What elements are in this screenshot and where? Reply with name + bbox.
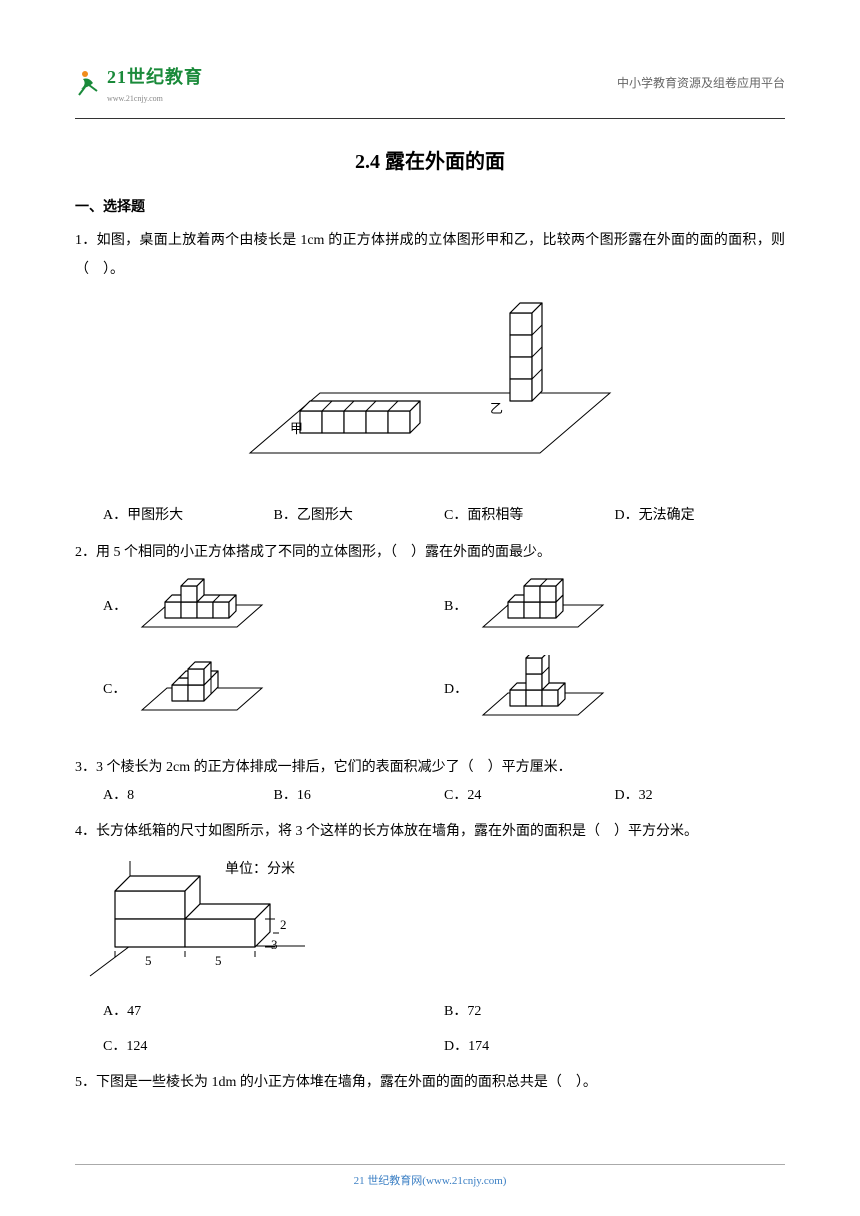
q1-figure: 甲 乙 bbox=[75, 293, 785, 494]
q5-text: 5．下图是一些棱长为 1dm 的小正方体堆在墙角，露在外面的面的面积总共是（ ）… bbox=[75, 1068, 785, 1097]
runner-icon bbox=[75, 69, 103, 97]
q1-opt-b: B．乙图形大 bbox=[274, 503, 445, 530]
q4-figure: 单位：分米 5 5 2 3 bbox=[75, 851, 785, 992]
logo-text: 21世纪教育 bbox=[107, 67, 203, 87]
q3-options: A．8 B．16 C．24 D．32 bbox=[75, 783, 785, 810]
q1-label-b: 乙 bbox=[490, 401, 503, 416]
q1-opt-d: D．无法确定 bbox=[615, 503, 786, 530]
q4-opt-b: B．72 bbox=[444, 999, 785, 1026]
header-divider bbox=[75, 118, 785, 119]
svg-text:5: 5 bbox=[215, 953, 222, 968]
logo-url: www.21cnjy.com bbox=[107, 91, 203, 106]
q1-label-a: 甲 bbox=[290, 421, 303, 436]
q2-fig-a bbox=[137, 577, 267, 637]
q1-opt-c: C．面积相等 bbox=[444, 503, 615, 530]
q4-opt-c: C．124 bbox=[103, 1034, 444, 1061]
q3-opt-d: D．32 bbox=[615, 783, 786, 810]
q2-fig-b bbox=[478, 577, 608, 637]
footer-text: 21 世纪教育网(www.21cnjy.com) bbox=[354, 1175, 507, 1187]
svg-text:2: 2 bbox=[280, 917, 287, 932]
header-right-text: 中小学教育资源及组卷应用平台 bbox=[617, 72, 785, 95]
q4-options-2: C．124 D．174 bbox=[75, 1034, 785, 1061]
q2-options: A． B． bbox=[75, 577, 785, 743]
svg-text:5: 5 bbox=[145, 953, 152, 968]
q4-options-1: A．47 B．72 bbox=[75, 999, 785, 1026]
question-2: 2．用 5 个相同的小正方体搭成了不同的立体图形，（ ）露在外面的面最少。 A． bbox=[75, 538, 785, 743]
q1-text: 1．如图，桌面上放着两个由棱长是 1cm 的正方体拼成的立体图形甲和乙，比较两个… bbox=[75, 226, 785, 285]
q2-text: 2．用 5 个相同的小正方体搭成了不同的立体图形，（ ）露在外面的面最少。 bbox=[75, 538, 785, 567]
page-header: 21世纪教育 www.21cnjy.com 中小学教育资源及组卷应用平台 bbox=[75, 60, 785, 106]
q3-opt-c: C．24 bbox=[444, 783, 615, 810]
q2-opt-a: A． bbox=[103, 577, 444, 637]
question-1: 1．如图，桌面上放着两个由棱长是 1cm 的正方体拼成的立体图形甲和乙，比较两个… bbox=[75, 226, 785, 530]
page-footer: 21 世纪教育网(www.21cnjy.com) bbox=[0, 1164, 860, 1192]
q3-text: 3．3 个棱长为 2cm 的正方体排成一排后，它们的表面积减少了（ ）平方厘米． bbox=[75, 753, 785, 782]
svg-text:3: 3 bbox=[271, 937, 278, 952]
logo: 21世纪教育 www.21cnjy.com bbox=[75, 60, 203, 106]
footer-divider bbox=[75, 1164, 785, 1165]
q1-opt-a: A．甲图形大 bbox=[103, 503, 274, 530]
q2-fig-d bbox=[478, 655, 608, 725]
question-3: 3．3 个棱长为 2cm 的正方体排成一排后，它们的表面积减少了（ ）平方厘米．… bbox=[75, 753, 785, 809]
q4-opt-d: D．174 bbox=[444, 1034, 785, 1061]
page-title: 2.4 露在外面的面 bbox=[75, 143, 785, 181]
question-4: 4．长方体纸箱的尺寸如图所示，将 3 个这样的长方体放在墙角，露在外面的面积是（… bbox=[75, 817, 785, 1060]
q4-text: 4．长方体纸箱的尺寸如图所示，将 3 个这样的长方体放在墙角，露在外面的面积是（… bbox=[75, 817, 785, 846]
q2-opt-d: D． bbox=[444, 655, 785, 725]
q3-opt-b: B．16 bbox=[274, 783, 445, 810]
q1-options: A．甲图形大 B．乙图形大 C．面积相等 D．无法确定 bbox=[75, 503, 785, 530]
q4-opt-a: A．47 bbox=[103, 999, 444, 1026]
q3-opt-a: A．8 bbox=[103, 783, 274, 810]
section-heading: 一、选择题 bbox=[75, 195, 785, 222]
question-5: 5．下图是一些棱长为 1dm 的小正方体堆在墙角，露在外面的面的面积总共是（ ）… bbox=[75, 1068, 785, 1097]
q2-opt-b: B． bbox=[444, 577, 785, 637]
q2-opt-c: C． bbox=[103, 655, 444, 725]
svg-text:单位：分米: 单位：分米 bbox=[225, 861, 295, 877]
q2-fig-c bbox=[137, 660, 267, 720]
